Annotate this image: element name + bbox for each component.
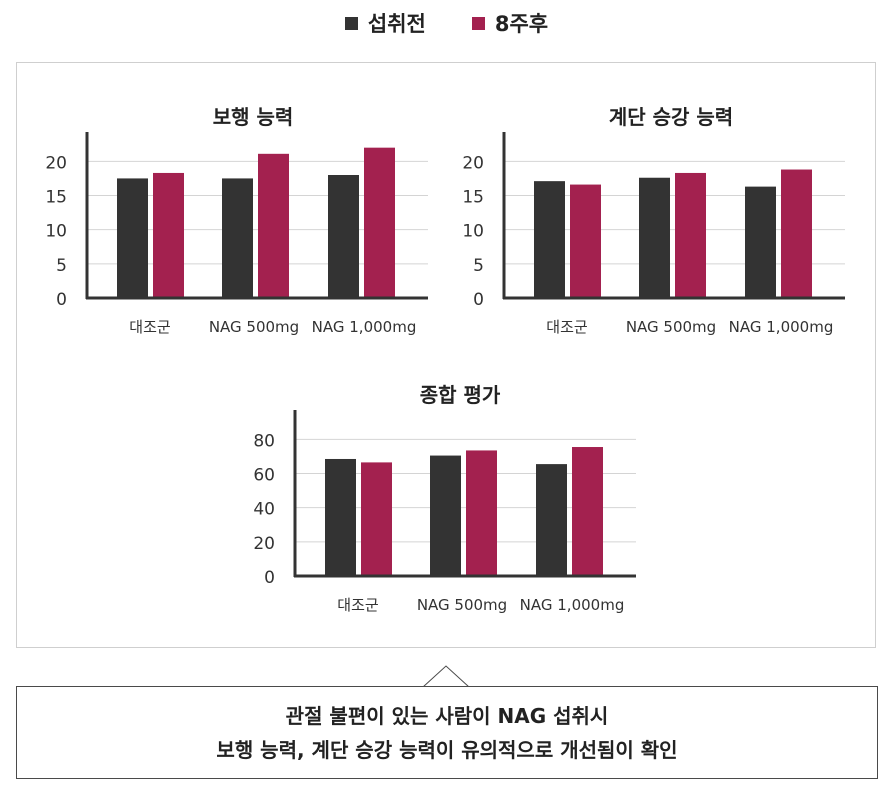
summary-line-2: 보행 능력, 계단 승강 능력이 유의적으로 개선됨이 확인 [216, 737, 678, 762]
legend-swatch-before [344, 16, 358, 30]
y-tick-label: 5 [56, 256, 67, 276]
bar-before [745, 186, 776, 298]
x-tick-label: NAG 500mg [209, 318, 299, 336]
bar-after [570, 184, 601, 298]
chart-title: 보행 능력 [213, 105, 294, 129]
y-tick-label: 40 [253, 500, 275, 520]
y-tick-label: 5 [473, 256, 484, 276]
x-tick-label: 대조군 [129, 318, 171, 336]
y-tick-label: 0 [264, 568, 275, 588]
bar-before [534, 181, 565, 298]
y-tick-label: 0 [56, 290, 67, 310]
y-tick-label: 15 [462, 188, 484, 208]
bar-after [466, 450, 497, 576]
chart-title: 종합 평가 [420, 383, 501, 407]
legend-label-before: 섭취전 [367, 12, 426, 36]
summary-note: 관절 불편이 있는 사람이 NAG 섭취시 보행 능력, 계단 승강 능력이 유… [16, 686, 878, 779]
bar-before [430, 455, 461, 576]
y-tick-label: 20 [45, 153, 67, 173]
y-tick-label: 0 [473, 290, 484, 310]
summary-line-1: 관절 불편이 있는 사람이 NAG 섭취시 [285, 703, 609, 728]
legend-label-after: 8주후 [494, 12, 549, 36]
x-tick-label: 대조군 [337, 596, 379, 614]
bar-after [572, 447, 603, 576]
bar-after [258, 153, 289, 298]
bar-before [328, 175, 359, 298]
legend-item-before: 섭취전 [344, 8, 426, 38]
x-tick-label: NAG 500mg [626, 318, 716, 336]
bar-after [364, 147, 395, 298]
y-tick-label: 15 [45, 188, 67, 208]
y-tick-label: 80 [253, 431, 275, 451]
bar-before [639, 177, 670, 298]
x-tick-label: NAG 1,000mg [520, 596, 625, 614]
bar-before [117, 178, 148, 298]
chart-title: 계단 승강 능력 [609, 105, 733, 129]
bar-after [153, 172, 184, 298]
legend-swatch-after [471, 16, 485, 30]
x-tick-label: 대조군 [546, 318, 588, 336]
legend-item-after: 8주후 [471, 8, 549, 38]
x-tick-label: NAG 1,000mg [729, 318, 834, 336]
legend: 섭취전 8주후 [0, 6, 893, 40]
y-tick-label: 60 [253, 466, 275, 486]
bar-before [222, 178, 253, 298]
bar-after [781, 169, 812, 298]
bar-after [675, 172, 706, 298]
y-tick-label: 10 [45, 222, 67, 242]
y-tick-label: 10 [462, 222, 484, 242]
y-tick-label: 20 [462, 153, 484, 173]
y-tick-label: 20 [253, 534, 275, 554]
bar-before [325, 458, 356, 576]
x-tick-label: NAG 500mg [417, 596, 507, 614]
x-tick-label: NAG 1,000mg [312, 318, 417, 336]
bar-after [361, 462, 392, 576]
bar-before [536, 464, 567, 576]
